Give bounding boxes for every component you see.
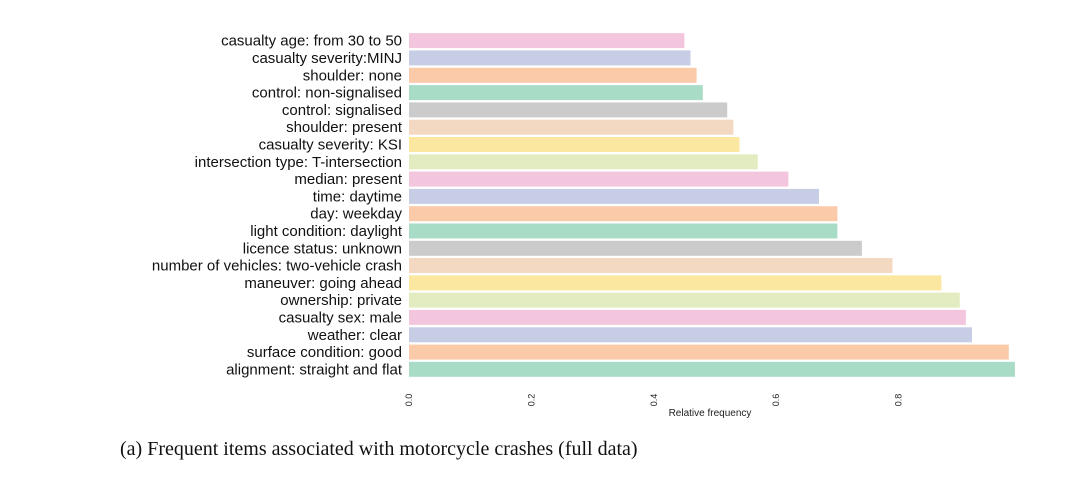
- x-tick-label: 0.0: [404, 394, 414, 407]
- bar: [409, 188, 819, 204]
- category-label: shoulder: present: [286, 119, 403, 136]
- bar: [409, 137, 740, 152]
- bar: [409, 102, 728, 118]
- category-label: shoulder: none: [303, 67, 402, 84]
- category-label: control: signalised: [282, 102, 402, 119]
- bar: [409, 119, 734, 135]
- x-tick-label: 0.8: [894, 394, 904, 407]
- x-tick-labels-group: 0.0 0.2 0.4 0.6 0.8: [404, 394, 904, 407]
- category-label: median: present: [294, 171, 402, 188]
- bar: [409, 344, 1009, 360]
- x-tick-label: 0.4: [649, 394, 659, 407]
- x-tick-label: 0.6: [771, 394, 781, 407]
- bar: [409, 50, 691, 66]
- bar: [409, 309, 966, 325]
- category-label: number of vehicles: two-vehicle crash: [152, 258, 402, 275]
- bar: [409, 67, 697, 83]
- bar: [409, 258, 893, 273]
- category-label: light condition: daylight: [250, 223, 403, 240]
- category-label: ownership: private: [280, 292, 402, 309]
- category-label: weather: clear: [307, 327, 402, 344]
- bar: [409, 171, 789, 187]
- bar: [409, 240, 862, 256]
- bar: [409, 85, 703, 101]
- category-label: day: weekday: [310, 206, 402, 223]
- bars-group: [409, 33, 1015, 377]
- category-label: surface condition: good: [247, 344, 402, 361]
- category-label: casualty age: from 30 to 50: [221, 33, 402, 50]
- category-label: casualty severity: KSI: [259, 137, 402, 154]
- bar: [409, 327, 972, 343]
- category-label: maneuver: going ahead: [244, 275, 402, 292]
- category-label: casualty sex: male: [279, 309, 402, 326]
- bar: [409, 275, 942, 291]
- bar: [409, 361, 1015, 377]
- bar: [409, 223, 838, 239]
- category-label: time: daytime: [313, 188, 402, 205]
- bar: [409, 154, 758, 170]
- bar: [409, 206, 838, 222]
- category-label: control: non-signalised: [252, 85, 402, 102]
- category-label: casualty severity:MINJ: [252, 50, 402, 67]
- x-axis-title: Relative frequency: [669, 408, 752, 419]
- bar: [409, 33, 685, 49]
- bar: [409, 292, 960, 308]
- category-label: intersection type: T-intersection: [195, 154, 402, 171]
- category-label: licence status: unknown: [243, 240, 402, 257]
- category-label: alignment: straight and flat: [226, 361, 403, 378]
- figure-caption: (a) Frequent items associated with motor…: [120, 438, 638, 460]
- x-tick-label: 0.2: [526, 394, 536, 407]
